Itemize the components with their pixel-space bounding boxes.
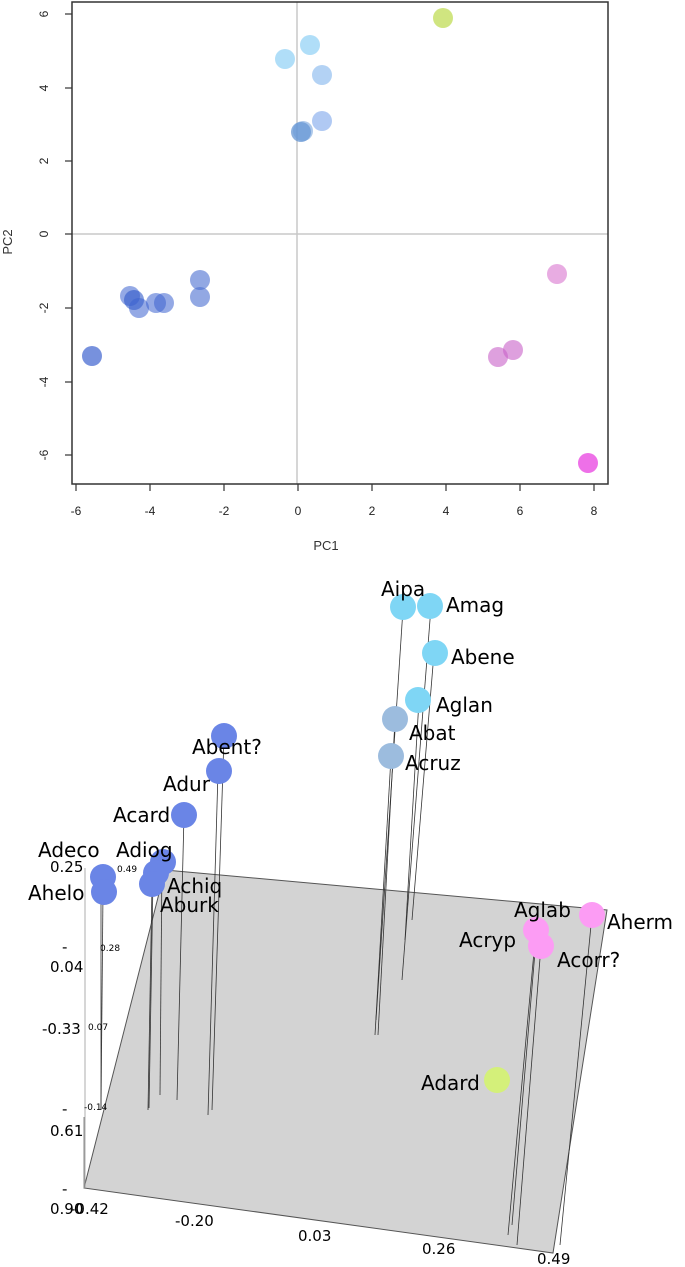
- point-labels: Aipa Amag Abene Aglan Abat Acruz Abent? …: [28, 577, 673, 1095]
- y-tick-label: 4: [37, 84, 51, 91]
- data-point: [154, 293, 174, 313]
- data-point: [129, 298, 149, 318]
- label-abene: Abene: [451, 645, 515, 669]
- x-tick-label: 6: [517, 504, 524, 518]
- x-tick-label: 0.03: [298, 1227, 331, 1245]
- sphere-aipa: [390, 594, 416, 620]
- label-ahelo: Ahelo: [28, 881, 84, 905]
- z-tick-labels: 0.49 0.28 0.07 -0.14: [84, 865, 137, 1113]
- x-tick-label: -6: [71, 504, 82, 518]
- z-tick-label: 0.07: [88, 1023, 108, 1033]
- data-point: [503, 340, 523, 360]
- sphere-abene: [422, 640, 448, 666]
- data-points: [82, 8, 598, 473]
- data-spheres: [90, 593, 605, 1093]
- y-tick-label: -2: [37, 302, 51, 313]
- data-point: [578, 453, 598, 473]
- sphere-aherm: [579, 902, 605, 928]
- data-point: [312, 111, 332, 131]
- y-tick-label: 0.25: [50, 858, 83, 876]
- x-tick-label: 2: [369, 504, 376, 518]
- pca-3d-scatter-plot: Aipa Amag Abene Aglan Abat Acruz Abent? …: [28, 577, 673, 1267]
- x-tick-labels: -6 -4 -2 0 2 4 6 8: [71, 504, 598, 518]
- x-tick-label: 4: [443, 504, 450, 518]
- label-acard: Acard: [113, 803, 170, 827]
- x-tick-label: 0.49: [537, 1250, 570, 1267]
- y-tick-label: 6: [37, 10, 51, 17]
- label-aburk: Aburk: [160, 893, 219, 917]
- y-tick-label: 0: [37, 230, 51, 237]
- sphere-adard: [484, 1067, 510, 1093]
- sphere-abent: [211, 723, 237, 749]
- y-tick-labels: 6 4 2 0 -2 -4 -6: [37, 10, 51, 460]
- sphere-acorr: [528, 933, 554, 959]
- label-aherm: Aherm: [607, 910, 673, 934]
- label-acorr: Acorr?: [557, 948, 620, 972]
- label-aipa: Aipa: [381, 577, 425, 601]
- x-tick-label: -4: [145, 504, 156, 518]
- data-point: [82, 346, 102, 366]
- data-point: [547, 264, 567, 284]
- y-tick-label: -0.33: [42, 1020, 81, 1038]
- sphere-aburk: [139, 871, 165, 897]
- y-tick-label: 0.61: [50, 1122, 83, 1140]
- sphere-amag: [417, 593, 443, 619]
- y-tick-label: 2: [37, 157, 51, 164]
- sphere-adur: [206, 758, 232, 784]
- x-tick-label: 8: [591, 504, 598, 518]
- base-plane: [83, 869, 608, 1254]
- x-tick-label: -2: [219, 504, 230, 518]
- y-tick-dash: -: [62, 938, 67, 956]
- y-tick-label: -4: [37, 376, 51, 387]
- label-adeco: Adeco: [38, 838, 100, 862]
- x-tick-label: 0.26: [422, 1240, 455, 1258]
- data-point: [488, 347, 508, 367]
- sphere-aglan: [405, 687, 431, 713]
- label-aglan: Aglan: [436, 693, 493, 717]
- sphere-acard: [171, 802, 197, 828]
- y-tick-dash: -: [62, 1180, 67, 1198]
- label-acruz: Acruz: [405, 751, 461, 775]
- label-adard: Adard: [421, 1071, 480, 1095]
- sphere-acruz: [378, 743, 404, 769]
- data-point: [275, 49, 295, 69]
- z-tick-label: -0.14: [84, 1103, 108, 1113]
- z-tick-label: 0.28: [100, 944, 120, 954]
- y-tick-label: 0.04: [50, 958, 83, 976]
- label-abent: Abent?: [192, 735, 262, 759]
- y-tick-label: -6: [37, 449, 51, 460]
- x-tick-label: -0.42: [70, 1200, 109, 1218]
- y-tick-label: 0.90: [50, 1200, 83, 1218]
- x-tick-label: -0.20: [175, 1212, 214, 1230]
- drop-lines: [100, 606, 593, 1246]
- x-tick-label: 0: [295, 504, 302, 518]
- data-point: [433, 8, 453, 28]
- sphere-abat: [382, 706, 408, 732]
- x-tick-labels-3d: -0.42 -0.20 0.03 0.26 0.49: [70, 1200, 570, 1267]
- sphere-ahelo: [91, 879, 117, 905]
- data-point: [293, 121, 313, 141]
- label-adiog: Adiog: [116, 838, 173, 862]
- x-axis-title: PC1: [313, 538, 338, 553]
- label-abat: Abat: [409, 721, 456, 745]
- label-aglab: Aglab: [514, 898, 571, 922]
- plot-frame: [71, 1, 609, 485]
- label-acryp: Acryp: [459, 928, 516, 952]
- data-point: [300, 35, 320, 55]
- y-axis-title: PC2: [0, 229, 15, 254]
- data-point: [190, 270, 210, 290]
- z-tick-label: 0.49: [117, 865, 137, 875]
- pca-2d-scatter-plot: 6 4 2 0 -2 -4 -6 PC2 -6 -4 -2 0 2 4 6 8 …: [0, 1, 609, 553]
- label-amag: Amag: [446, 593, 504, 617]
- y-tick-dash: -: [62, 1100, 67, 1118]
- y-axis: [65, 13, 72, 456]
- x-axis: [75, 484, 595, 491]
- data-point: [312, 65, 332, 85]
- label-adur: Adur: [163, 772, 211, 796]
- y-tick-labels-3d: 0.25 - 0.04 -0.33 - 0.61 - 0.90: [42, 858, 83, 1218]
- data-point: [190, 287, 210, 307]
- label-achiq: Achiq: [167, 874, 222, 898]
